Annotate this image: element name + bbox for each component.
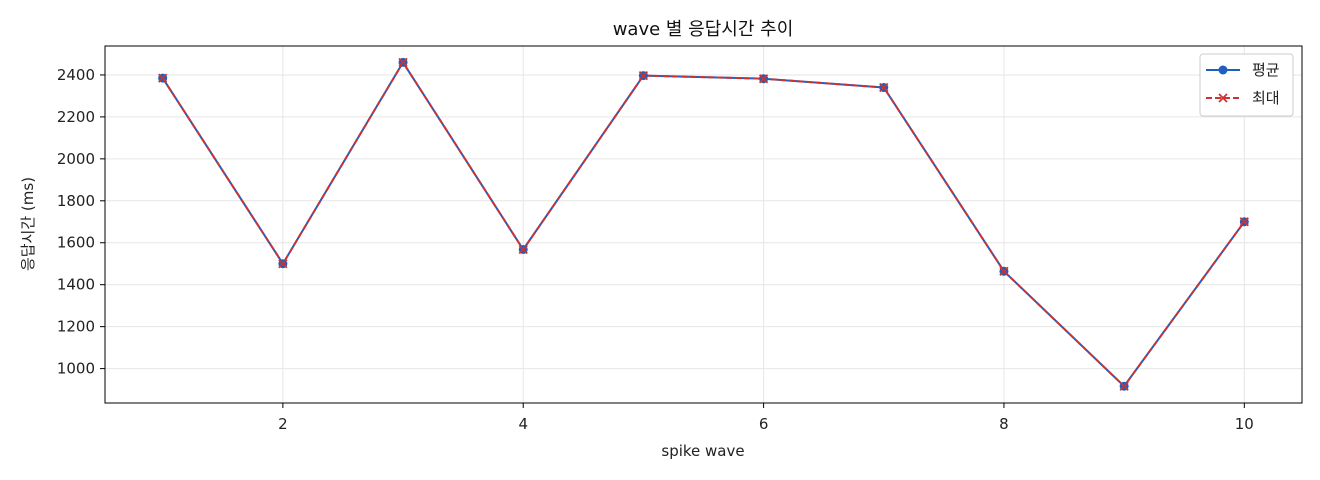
chart-title: wave 별 응답시간 추이 (613, 19, 794, 40)
legend-marker (1218, 65, 1228, 75)
x-tick-label: 10 (1235, 415, 1254, 433)
legend-label: 평균 (1252, 61, 1280, 79)
x-tick-label: 6 (759, 415, 769, 433)
data-point-x (879, 82, 889, 93)
series-line-1 (161, 61, 1246, 388)
data-point-x (1239, 217, 1249, 227)
legend-item-0: 평균 (1206, 61, 1280, 79)
y-tick-label: 1600 (57, 234, 95, 252)
x-tick-label: 8 (999, 415, 1009, 433)
y-axis-title: 응답시간 (ms) (19, 177, 37, 271)
y-tick-label: 2200 (57, 108, 95, 126)
data-point-x (518, 244, 528, 255)
x-tick-label: 4 (518, 415, 528, 433)
legend-label: 최대 (1252, 89, 1280, 107)
data-point-x (1119, 381, 1129, 391)
plot-frame (104, 45, 1303, 404)
legend-item-1: 최대 (1206, 89, 1280, 107)
y-tick-label: 2400 (57, 66, 95, 84)
data-point-x (638, 70, 649, 81)
data-point-x (999, 266, 1009, 276)
y-tick-label: 1800 (57, 192, 95, 210)
series-line-0 (161, 61, 1246, 388)
y-tick-label: 2000 (57, 150, 95, 168)
data-point-x (758, 74, 769, 84)
y-tick-label: 1400 (57, 276, 95, 294)
legend-marker (1218, 93, 1228, 103)
data-point-x (158, 73, 168, 83)
x-axis-title: spike wave (661, 442, 744, 460)
grid-lines (105, 46, 1302, 403)
y-axis-ticks: 1000 1200 1400 1600 1800 2000 2200 2400 (57, 66, 105, 378)
y-tick-label: 1000 (57, 360, 95, 378)
x-axis-ticks: 2 4 6 8 10 (278, 403, 1254, 433)
data-point-x (278, 259, 288, 269)
series-layer (158, 57, 1249, 391)
x-tick-label: 2 (278, 415, 288, 433)
y-tick-label: 1200 (57, 318, 95, 336)
data-point-x (398, 57, 408, 67)
